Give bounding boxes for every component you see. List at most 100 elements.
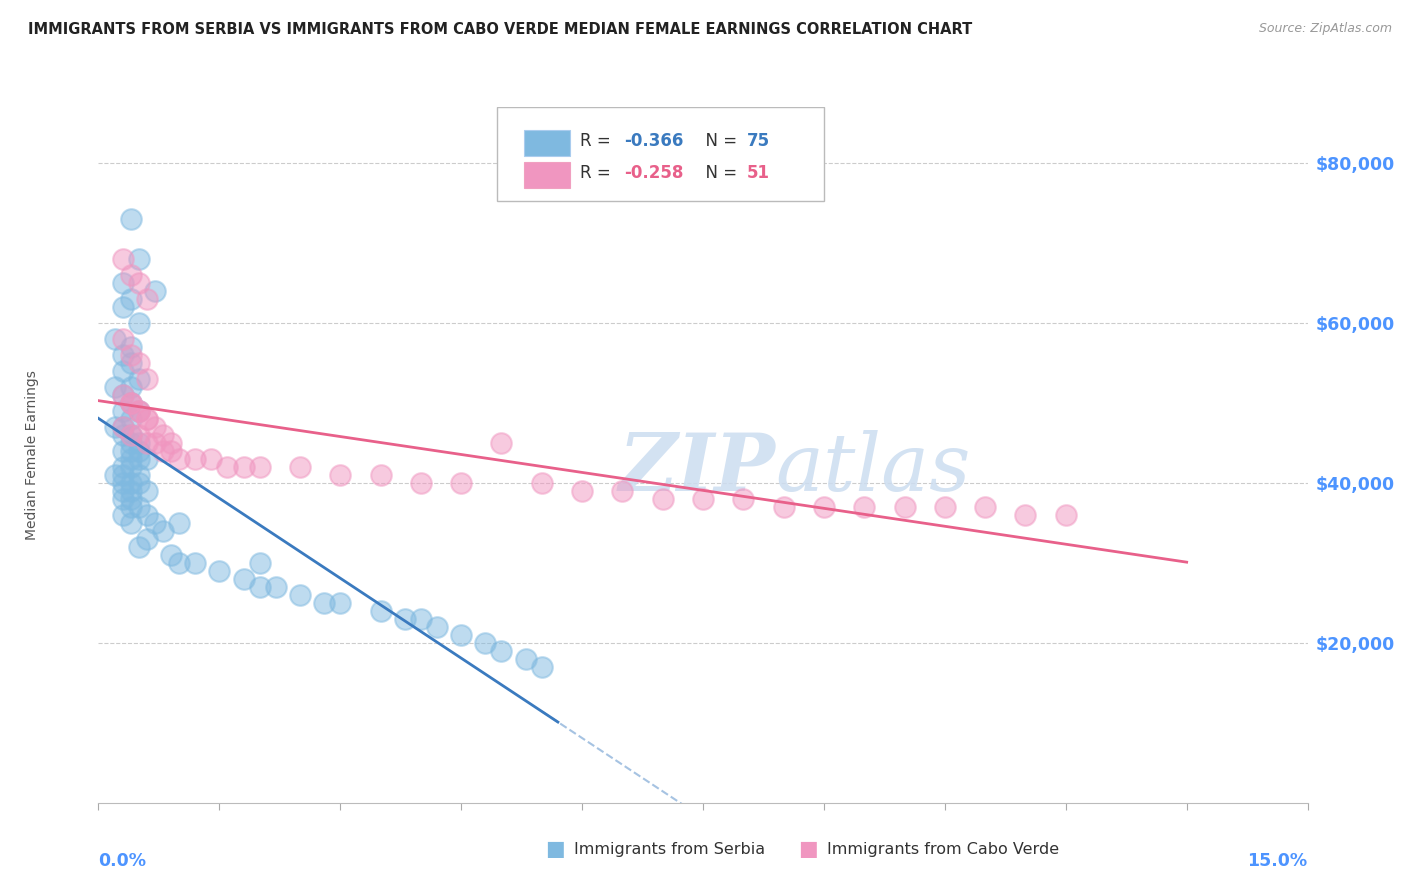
Point	[111, 467, 134, 482]
Point	[515, 652, 537, 666]
Point	[288, 459, 311, 474]
Point	[120, 396, 142, 410]
Point	[249, 459, 271, 474]
Point	[111, 332, 134, 346]
Point	[128, 276, 150, 290]
Point	[135, 292, 157, 306]
Point	[111, 444, 134, 458]
Point	[135, 451, 157, 466]
Point	[934, 500, 956, 514]
Point	[974, 500, 997, 514]
Point	[167, 451, 190, 466]
Point	[288, 588, 311, 602]
Point	[143, 516, 166, 530]
Point	[143, 284, 166, 298]
Point	[128, 404, 150, 418]
Point	[120, 292, 142, 306]
Point	[264, 580, 287, 594]
Point	[120, 451, 142, 466]
Point	[450, 628, 472, 642]
Point	[111, 508, 134, 522]
Text: atlas: atlas	[776, 430, 972, 508]
Point	[135, 412, 157, 426]
Point	[111, 404, 134, 418]
Point	[249, 580, 271, 594]
Point	[530, 660, 553, 674]
Point	[120, 436, 142, 450]
Point	[491, 644, 513, 658]
Point	[772, 500, 794, 514]
Point	[426, 620, 449, 634]
FancyBboxPatch shape	[498, 107, 824, 201]
Point	[853, 500, 876, 514]
Point	[530, 475, 553, 490]
Point	[128, 428, 150, 442]
Point	[120, 428, 142, 442]
Point	[103, 332, 125, 346]
Point	[120, 348, 142, 362]
Point	[160, 548, 183, 562]
Text: ZIP: ZIP	[619, 430, 776, 508]
Text: Source: ZipAtlas.com: Source: ZipAtlas.com	[1258, 22, 1392, 36]
FancyBboxPatch shape	[524, 130, 569, 156]
Point	[651, 491, 673, 506]
FancyBboxPatch shape	[524, 162, 569, 188]
Point	[167, 516, 190, 530]
Point	[111, 428, 134, 442]
Point	[135, 372, 157, 386]
Point	[612, 483, 634, 498]
Point	[120, 516, 142, 530]
Point	[103, 467, 125, 482]
Point	[120, 459, 142, 474]
Text: IMMIGRANTS FROM SERBIA VS IMMIGRANTS FROM CABO VERDE MEDIAN FEMALE EARNINGS CORR: IMMIGRANTS FROM SERBIA VS IMMIGRANTS FRO…	[28, 22, 973, 37]
Text: -0.258: -0.258	[624, 164, 683, 182]
Point	[120, 483, 142, 498]
Point	[692, 491, 714, 506]
Point	[120, 396, 142, 410]
Text: 75: 75	[747, 132, 769, 150]
Point	[135, 436, 157, 450]
Text: Median Female Earnings: Median Female Earnings	[25, 370, 39, 540]
Text: Immigrants from Serbia: Immigrants from Serbia	[574, 842, 765, 856]
Point	[143, 420, 166, 434]
Point	[128, 475, 150, 490]
Point	[111, 348, 134, 362]
Point	[111, 491, 134, 506]
Point	[111, 388, 134, 402]
Point	[160, 436, 183, 450]
Point	[329, 467, 352, 482]
Text: Immigrants from Cabo Verde: Immigrants from Cabo Verde	[827, 842, 1059, 856]
Point	[135, 412, 157, 426]
Point	[135, 508, 157, 522]
Point	[217, 459, 239, 474]
Point	[111, 459, 134, 474]
Point	[813, 500, 835, 514]
Point	[232, 459, 254, 474]
Point	[103, 380, 125, 394]
Point	[128, 404, 150, 418]
Text: N =: N =	[695, 164, 742, 182]
Point	[120, 475, 142, 490]
Point	[152, 524, 174, 538]
Point	[128, 436, 150, 450]
Point	[394, 612, 416, 626]
Point	[491, 436, 513, 450]
Point	[128, 451, 150, 466]
Point	[329, 596, 352, 610]
Point	[111, 300, 134, 314]
Point	[733, 491, 755, 506]
Point	[120, 268, 142, 282]
Point	[120, 444, 142, 458]
Point	[120, 340, 142, 354]
Text: -0.366: -0.366	[624, 132, 683, 150]
Point	[152, 428, 174, 442]
Point	[120, 428, 142, 442]
Point	[120, 491, 142, 506]
Point	[120, 412, 142, 426]
Point	[111, 252, 134, 266]
Point	[128, 500, 150, 514]
Point	[128, 467, 150, 482]
Point	[128, 404, 150, 418]
Point	[249, 556, 271, 570]
Point	[370, 604, 392, 618]
